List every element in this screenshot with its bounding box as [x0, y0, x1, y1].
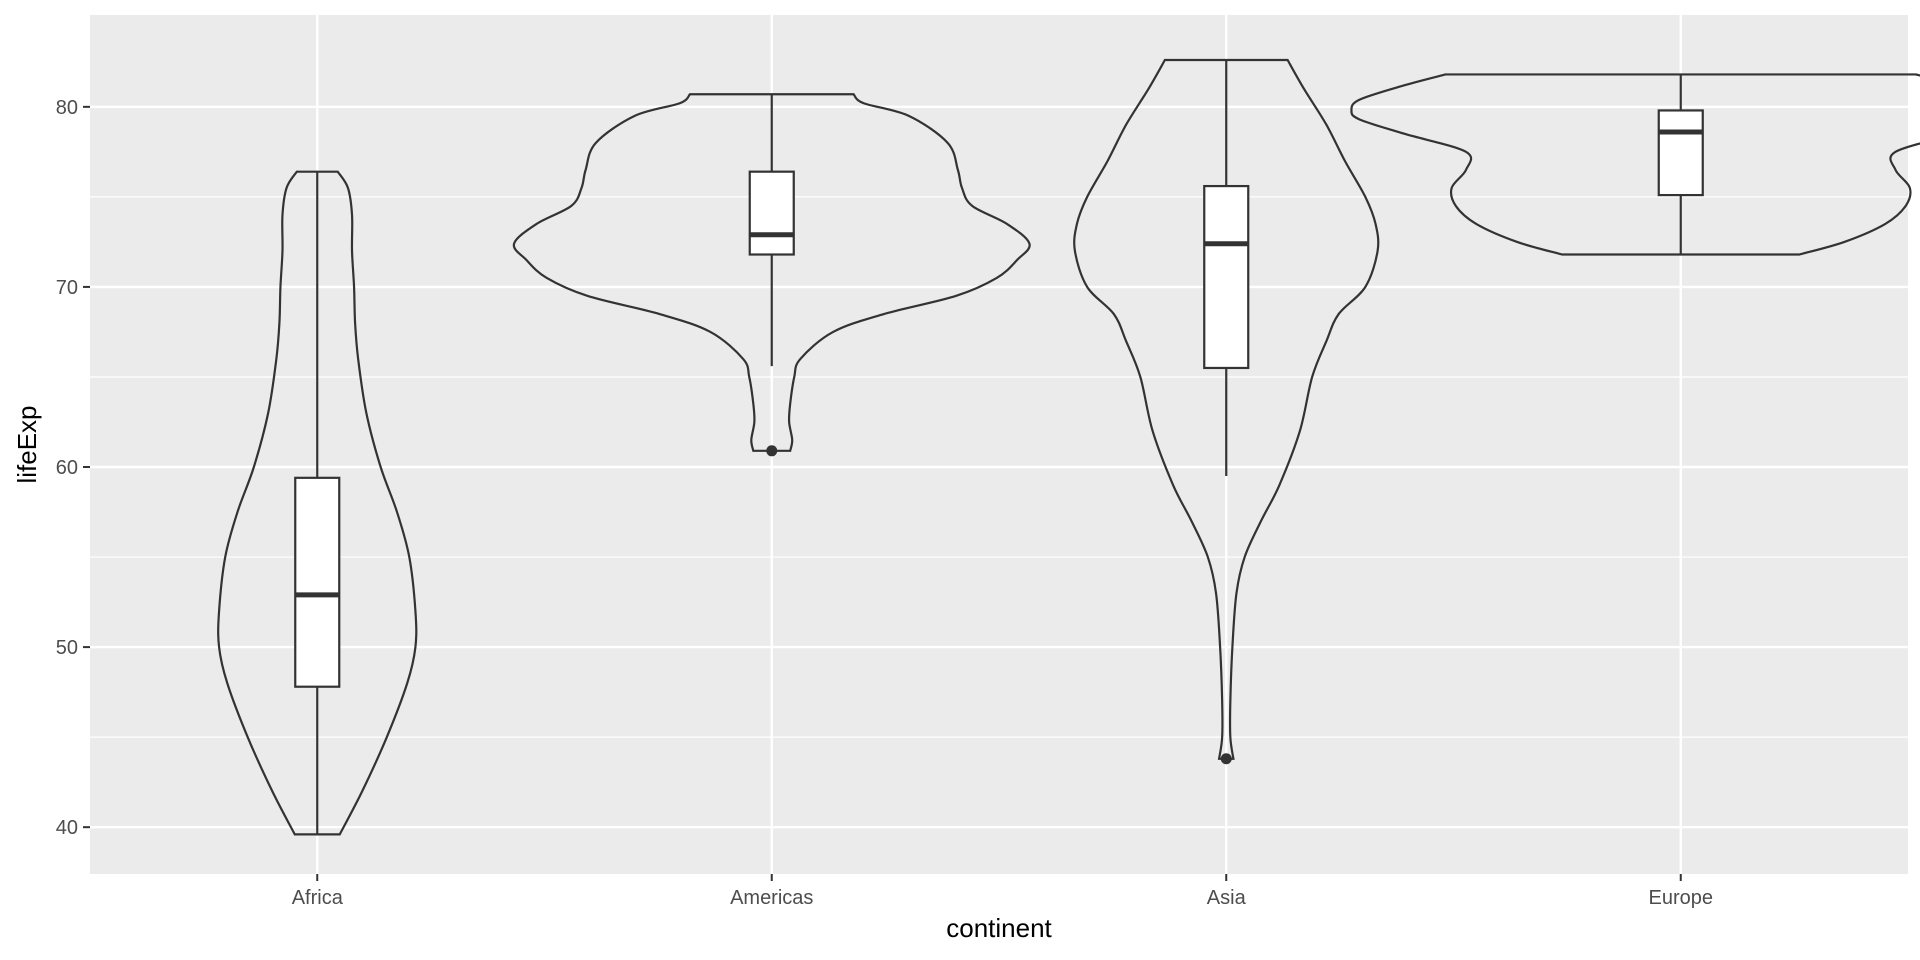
- violin-group-americas: [512, 93, 1031, 457]
- outlier-point: [1220, 753, 1232, 765]
- x-axis-title: continent: [946, 913, 1052, 943]
- x-tick-label: Europe: [1649, 887, 1714, 909]
- panel-background: [90, 15, 1908, 874]
- y-tick-label: 80: [56, 97, 78, 119]
- y-tick-label: 60: [56, 457, 78, 479]
- x-tick-label: Africa: [292, 887, 344, 909]
- box-iqr: [748, 170, 795, 256]
- plot-marks: [217, 58, 1920, 836]
- outlier-point: [766, 445, 778, 457]
- y-axis-title: lifeExp: [12, 405, 42, 483]
- x-tick-label: Americas: [730, 887, 813, 909]
- x-axis: Africa Americas Asia Europe: [292, 874, 1713, 909]
- violin-outline: [217, 170, 418, 836]
- minor-gridlines: [90, 196, 1908, 738]
- violin-group-europe: [1350, 73, 1920, 256]
- violin-outline: [1350, 73, 1920, 256]
- y-tick-label: 40: [56, 817, 78, 839]
- violin-outline: [512, 93, 1031, 452]
- y-tick-label: 70: [56, 277, 78, 299]
- y-axis: 40 50 60 70 80: [56, 97, 90, 839]
- violin-group-africa: [217, 170, 418, 836]
- violin-group-asia: [1073, 58, 1380, 765]
- y-tick-label: 50: [56, 637, 78, 659]
- box-iqr: [1203, 184, 1250, 370]
- box-iqr: [294, 476, 341, 688]
- x-tick-label: Asia: [1207, 887, 1247, 909]
- box-iqr: [1657, 109, 1704, 197]
- violin-outline: [1073, 58, 1380, 760]
